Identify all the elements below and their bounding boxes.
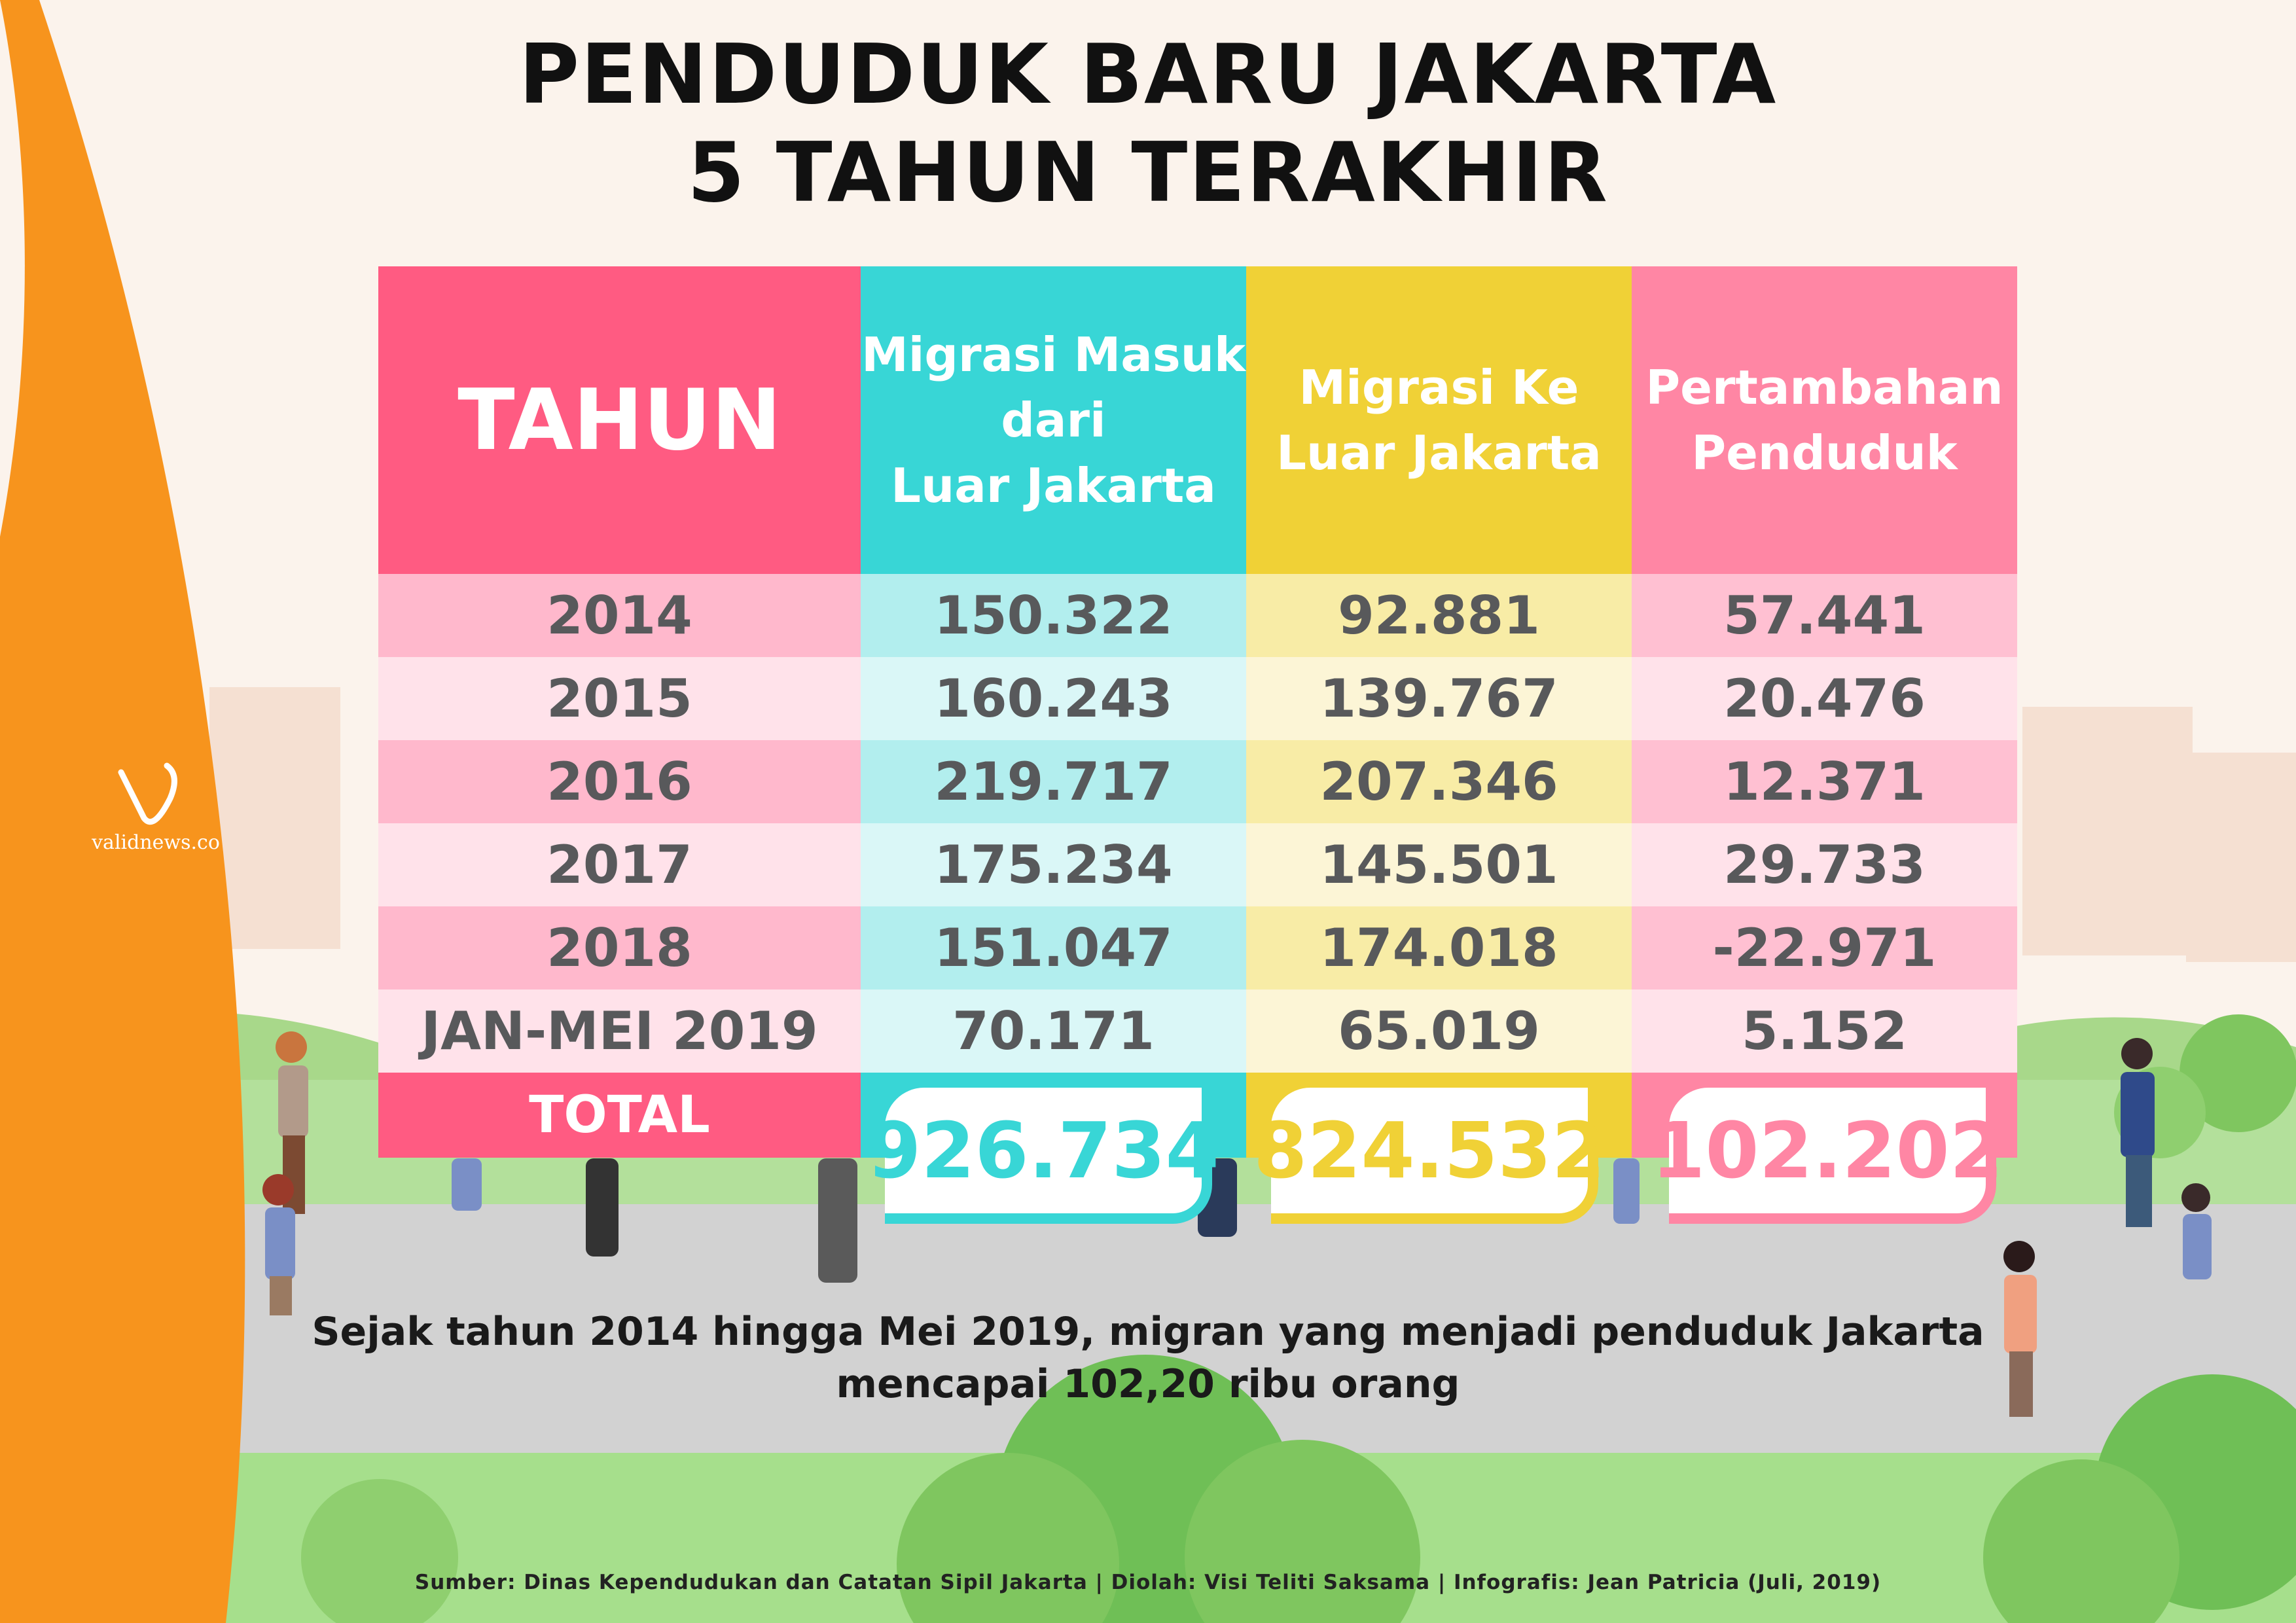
header-migrasi-keluar-line2: Luar Jakarta [1276, 425, 1602, 480]
header-migrasi-masuk: Migrasi Masuk dari Luar Jakarta [861, 266, 1246, 574]
table-row: 2018 151.047 174.018 -22.971 [378, 906, 2017, 990]
header-migrasi-masuk-line1: Migrasi Masuk [861, 327, 1246, 382]
table-row: 2014 150.322 92.881 57.441 [378, 574, 2017, 657]
cell-migrasi-keluar: 145.501 [1246, 823, 1632, 906]
cell-migrasi-keluar: 139.767 [1246, 657, 1632, 740]
source-credit: Sumber: Dinas Kependudukan dan Catatan S… [414, 1571, 1882, 1594]
cell-tahun: 2014 [378, 574, 861, 657]
cell-pertambahan: 20.476 [1632, 657, 2017, 740]
cell-migrasi-masuk: 151.047 [861, 906, 1246, 990]
header-tahun: TAHUN [378, 266, 861, 574]
cell-tahun: 2017 [378, 823, 861, 906]
header-migrasi-masuk-line3: Luar Jakarta [891, 458, 1216, 513]
population-table: TAHUN Migrasi Masuk dari Luar Jakarta Mi… [378, 266, 2017, 1158]
cell-migrasi-keluar: 207.346 [1246, 740, 1632, 823]
cell-tahun: 2016 [378, 740, 861, 823]
cell-pertambahan: 5.152 [1632, 990, 2017, 1073]
total-migrasi-keluar-badge: 824.532 [1253, 1088, 1605, 1224]
validnews-logo-icon [118, 762, 177, 825]
page-title-line2: 5 TAHUN TERAKHIR [687, 124, 1609, 221]
table-row: 2017 175.234 145.501 29.733 [378, 823, 2017, 906]
summary-caption-line2: mencapai 102,20 ribu orang [836, 1361, 1460, 1407]
table-row: 2015 160.243 139.767 20.476 [378, 657, 2017, 740]
cell-tahun: 2018 [378, 906, 861, 990]
total-pertambahan-badge: 102.202 [1651, 1088, 2003, 1224]
cell-pertambahan: 29.733 [1632, 823, 2017, 906]
cell-pertambahan: 57.441 [1632, 574, 2017, 657]
table-header-row: TAHUN Migrasi Masuk dari Luar Jakarta Mi… [378, 266, 2017, 574]
total-migrasi-masuk-badge: 926.734 [867, 1088, 1219, 1224]
brand-text: validnews.co [92, 831, 220, 854]
page-title-line1: PENDUDUK BARU JAKARTA [518, 26, 1778, 122]
table-row: JAN-MEI 2019 70.171 65.019 5.152 [378, 990, 2017, 1073]
cell-pertambahan: 12.371 [1632, 740, 2017, 823]
cell-migrasi-masuk: 160.243 [861, 657, 1246, 740]
cell-migrasi-keluar: 92.881 [1246, 574, 1632, 657]
cell-tahun: JAN-MEI 2019 [378, 990, 861, 1073]
cell-migrasi-keluar: 65.019 [1246, 990, 1632, 1073]
header-pertambahan-line1: Pertambahan [1645, 360, 2003, 415]
cell-migrasi-masuk: 175.234 [861, 823, 1246, 906]
summary-caption-line1: Sejak tahun 2014 hingga Mei 2019, migran… [312, 1309, 1984, 1355]
cell-migrasi-keluar: 174.018 [1246, 906, 1632, 990]
total-label: TOTAL [378, 1073, 861, 1158]
header-pertambahan: Pertambahan Penduduk [1632, 266, 2017, 574]
cell-migrasi-masuk: 219.717 [861, 740, 1246, 823]
header-migrasi-keluar-line1: Migrasi Ke [1299, 360, 1579, 415]
cell-migrasi-masuk: 70.171 [861, 990, 1246, 1073]
cell-pertambahan: -22.971 [1632, 906, 2017, 990]
table-row: 2016 219.717 207.346 12.371 [378, 740, 2017, 823]
header-migrasi-masuk-line2: dari [1001, 393, 1106, 448]
cell-tahun: 2015 [378, 657, 861, 740]
header-pertambahan-line2: Penduduk [1691, 425, 1958, 480]
header-migrasi-keluar: Migrasi Ke Luar Jakarta [1246, 266, 1632, 574]
cell-migrasi-masuk: 150.322 [861, 574, 1246, 657]
header-tahun-label: TAHUN [457, 371, 781, 469]
